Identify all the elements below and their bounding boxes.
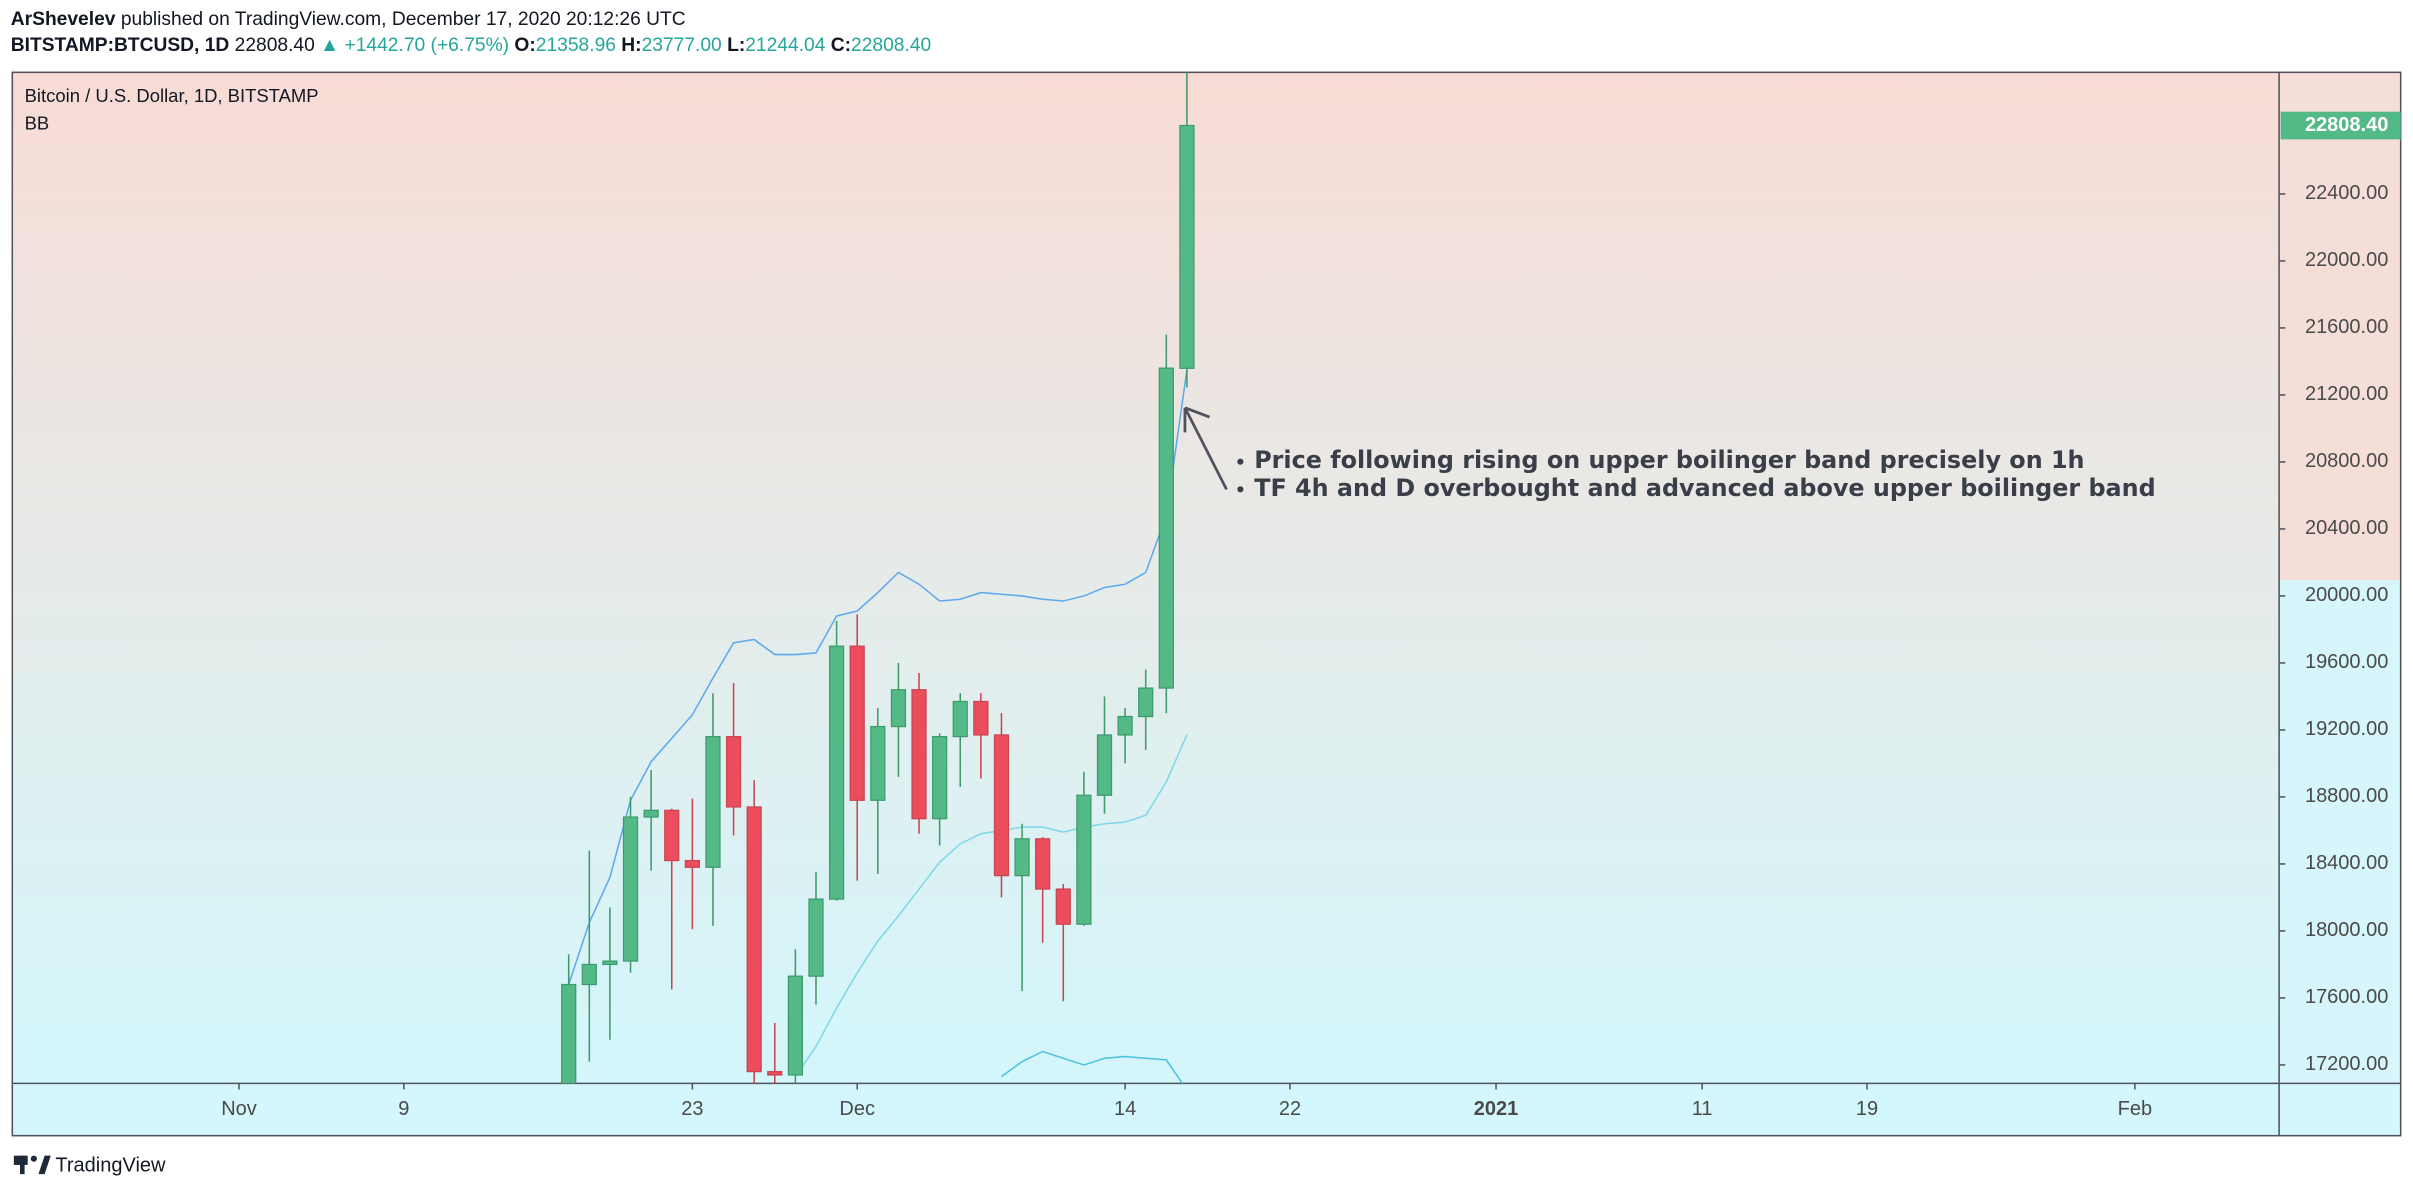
y-tick-label: 18800.00: [2305, 785, 2388, 807]
y-tick-label: 18400.00: [2305, 852, 2388, 874]
candle-body: [622, 816, 639, 962]
corner: [2279, 1083, 2401, 1136]
y-tick-label: 17600.00: [2305, 986, 2388, 1008]
tradingview-logo: [13, 1155, 51, 1175]
y-tick-label: 17200.00: [2305, 1053, 2388, 1075]
candle-body: [705, 736, 721, 868]
ohlc-key: O:: [514, 35, 535, 56]
candle-body: [828, 645, 845, 900]
candle-body: [725, 736, 742, 808]
candle-body: [1179, 124, 1195, 369]
ohlc-key: L:: [727, 35, 745, 56]
x-tick-label: Feb: [2118, 1098, 2152, 1120]
ohlc-key: C:: [831, 35, 851, 56]
candle-body: [664, 809, 680, 862]
candle-body: [973, 700, 989, 736]
change: ▲ +1442.70 (+6.75%): [320, 35, 509, 56]
last-price: 22808.40: [235, 35, 315, 56]
ohlc-value: 23777.00: [642, 35, 722, 56]
y-tick-label: 19600.00: [2305, 651, 2388, 673]
bollinger-band: [794, 734, 1188, 1078]
candle-body: [1158, 367, 1174, 689]
candle-body: [1035, 838, 1051, 890]
indicator-legend: BB: [25, 113, 50, 134]
candle-body: [684, 859, 700, 868]
last-price-label: 22808.40: [2305, 114, 2388, 136]
candle-body: [1076, 794, 1092, 925]
x-tick-label: 9: [398, 1098, 409, 1120]
candle-body: [808, 898, 824, 977]
ohlc-key: H:: [621, 35, 641, 56]
candle-body: [581, 963, 597, 986]
candle-body: [993, 734, 1010, 877]
candle-body: [849, 645, 865, 801]
chart-title: Bitcoin / U.S. Dollar, 1D, BITSTAMP: [25, 85, 319, 106]
ohlc-value: 21358.96: [536, 35, 616, 56]
bullet: [1237, 458, 1244, 465]
plot-layer: [561, 72, 1195, 1084]
candle-body: [911, 689, 927, 820]
x-tick-label: 22: [1279, 1098, 1301, 1120]
y-tick-label: 18000.00: [2305, 919, 2388, 941]
y-tick-label: 21600.00: [2305, 316, 2388, 338]
candle-body: [1055, 888, 1071, 925]
x-tick-label: Nov: [221, 1098, 257, 1120]
y-tick-label: 20400.00: [2305, 517, 2388, 539]
published: published on TradingView.com, December 1…: [121, 9, 686, 30]
candle-body: [643, 809, 659, 818]
candle-body: [1117, 715, 1133, 736]
candle-body: [890, 689, 907, 728]
candle-body: [767, 1071, 783, 1076]
author: ArShevelev: [11, 9, 116, 30]
symbol: BITSTAMP:BTCUSD, 1D: [11, 35, 230, 56]
x-tick-label: 19: [1856, 1098, 1878, 1120]
price-axis-background: [2279, 72, 2401, 581]
ohlc-value: 21244.04: [745, 35, 825, 56]
x-tick-label: 23: [681, 1098, 703, 1120]
candle-body: [932, 736, 948, 820]
header-line-1: ArShevelev published on TradingView.com,…: [11, 9, 686, 30]
annotation-arrow: [1183, 406, 1228, 490]
frame: [11, 71, 2402, 1137]
y-tick-label: 22400.00: [2305, 182, 2388, 204]
footer-brand: TradingView: [55, 1155, 166, 1177]
time-axis-background: [12, 1083, 2280, 1136]
bollinger-band: [567, 369, 1188, 985]
plot-background: [12, 72, 2280, 1084]
y-tick-label: 20800.00: [2305, 450, 2388, 472]
y-tick-label: 22000.00: [2305, 249, 2388, 271]
candle-body: [746, 806, 762, 1073]
x-tick-label: 14: [1114, 1098, 1136, 1120]
x-tick-label: 11: [1692, 1098, 1713, 1120]
annotation-text: Price following rising on upper boilinge…: [1254, 446, 2084, 474]
last-price-badge: [2280, 111, 2401, 140]
bollinger-band: [1001, 1050, 1184, 1084]
candle-body: [1014, 838, 1030, 877]
candle-body: [787, 975, 804, 1076]
candle-body: [602, 960, 618, 966]
y-tick-label: 20000.00: [2305, 584, 2388, 606]
candle-body: [1138, 687, 1154, 718]
y-tick-label: 21200.00: [2305, 383, 2388, 405]
candle-body: [1096, 734, 1113, 796]
y-tick-label: 19200.00: [2305, 718, 2388, 740]
candle-body: [870, 725, 886, 801]
bullet: [1237, 486, 1244, 493]
x-tick-label: Dec: [839, 1098, 875, 1120]
ohlc-value: 22808.40: [851, 35, 931, 56]
candle-body: [561, 983, 577, 1084]
header-line-2: BITSTAMP:BTCUSD, 1D 22808.40 ▲ +1442.70 …: [11, 35, 931, 56]
candle-body: [952, 700, 968, 738]
x-tick-label: 2021: [1474, 1098, 1519, 1120]
annotation-text: TF 4h and D overbought and advanced abov…: [1254, 474, 2155, 502]
